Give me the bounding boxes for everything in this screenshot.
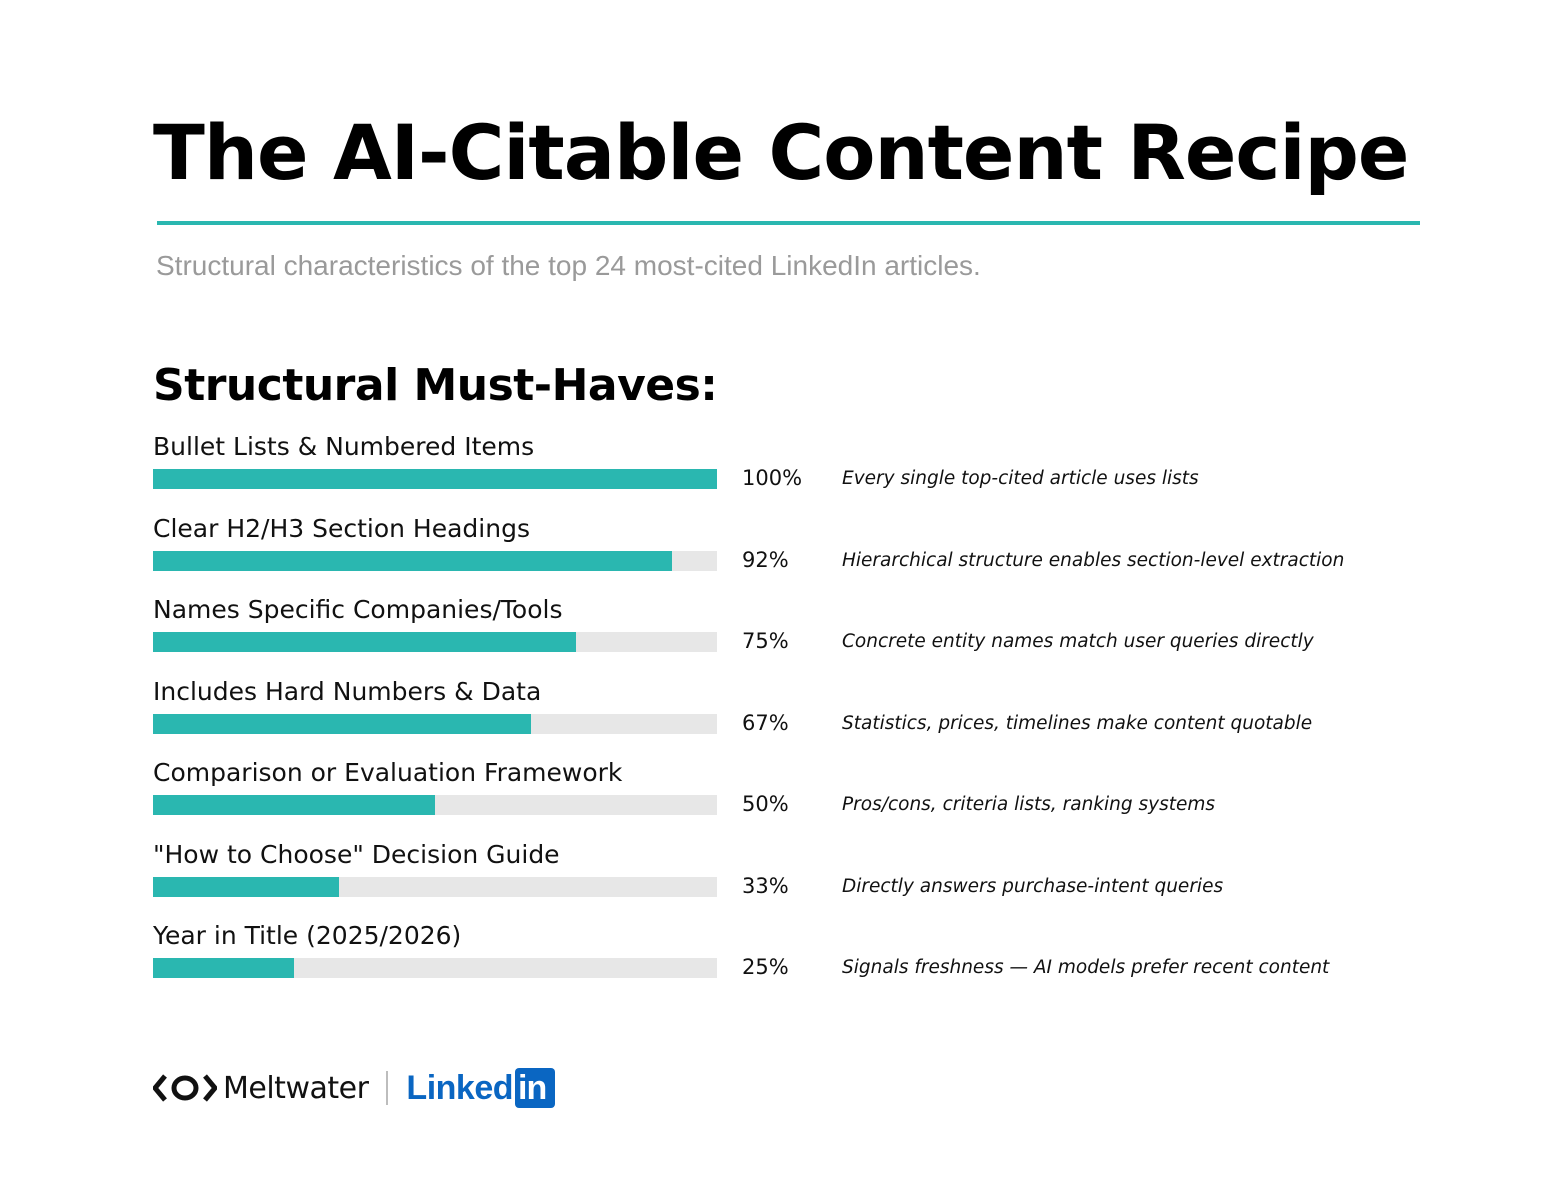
bar-track [153, 469, 717, 489]
meltwater-logo: Meltwater [153, 1070, 369, 1106]
bar-track [153, 877, 717, 897]
bar [153, 714, 531, 734]
page-subtitle: Structural characteristics of the top 24… [156, 250, 981, 281]
logo-divider [386, 1071, 389, 1105]
bar-track [153, 714, 717, 734]
bar [153, 877, 340, 897]
title-underline [157, 221, 1420, 225]
bar-value-label: 75% [742, 629, 789, 653]
bar-label: Names Specific Companies/Tools [153, 595, 563, 624]
section-heading: Structural Must-Haves: [153, 360, 718, 411]
bar-annotation: Hierarchical structure enables section-l… [842, 550, 1345, 571]
bar-annotation: Directly answers purchase-intent queries [842, 876, 1224, 897]
meltwater-wordmark: Meltwater [223, 1070, 369, 1106]
bar-label: Includes Hard Numbers & Data [153, 677, 542, 706]
meltwater-logo-icon [153, 1074, 217, 1102]
bar-annotation: Pros/cons, criteria lists, ranking syste… [842, 794, 1216, 815]
bar-value-label: 67% [742, 711, 789, 735]
bar [153, 958, 294, 978]
bar [153, 795, 435, 815]
bar-track [153, 551, 717, 571]
linkedin-logo: Linked in [406, 1068, 555, 1108]
bar-label: Year in Title (2025/2026) [153, 921, 462, 950]
bar-track [153, 632, 717, 652]
bar-value-label: 92% [742, 548, 789, 572]
bar-value-label: 100% [742, 466, 803, 490]
bar-annotation: Every single top-cited article uses list… [842, 468, 1199, 489]
bar-annotation: Signals freshness — AI models prefer rec… [842, 957, 1330, 978]
bar-label: Comparison or Evaluation Framework [153, 758, 623, 787]
bar-annotation: Statistics, prices, timelines make conte… [842, 713, 1313, 734]
bar-value-label: 25% [742, 955, 789, 979]
page-title: The AI-Citable Content Recipe [153, 108, 1409, 197]
bar-annotation: Concrete entity names match user queries… [842, 631, 1314, 652]
bar-track [153, 958, 717, 978]
bar-value-label: 50% [742, 792, 789, 816]
bar [153, 469, 717, 489]
bar-label: Bullet Lists & Numbered Items [153, 432, 535, 461]
linkedin-in-icon: in [515, 1068, 555, 1108]
bar-label: Clear H2/H3 Section Headings [153, 514, 530, 543]
footer-logos: Meltwater Linked in [153, 1066, 555, 1110]
bar-label: "How to Choose" Decision Guide [153, 840, 560, 869]
bar [153, 551, 672, 571]
linkedin-wordmark: Linked [406, 1068, 513, 1107]
linkedin-in-text: in [518, 1069, 547, 1107]
bar [153, 632, 576, 652]
bar-track [153, 795, 717, 815]
bar-value-label: 33% [742, 874, 789, 898]
